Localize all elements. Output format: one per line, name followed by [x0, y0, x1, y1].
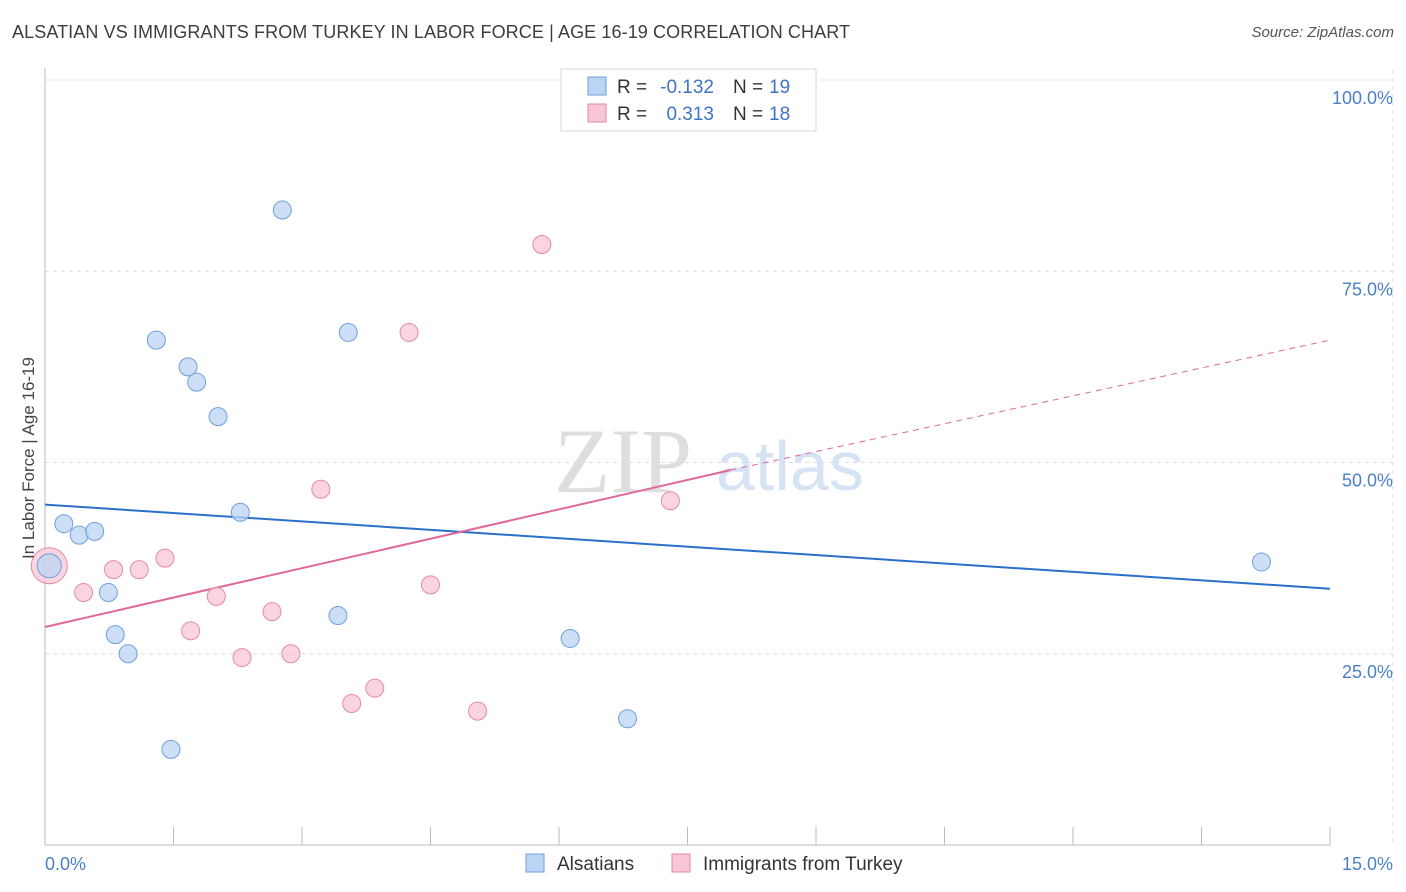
grid-lines — [45, 70, 1394, 845]
data-points — [30, 200, 1271, 759]
y-tick-label-100: 100.0% — [1332, 88, 1393, 108]
legend-r-label-2: R = — [617, 104, 647, 125]
legend-n-label-2: N = — [733, 104, 763, 125]
point-alsatians-17 — [618, 709, 638, 729]
trend-lines — [44, 339, 1331, 628]
point-turkey-7 — [232, 648, 252, 668]
source-label: Source: ZipAtlas.com — [1251, 24, 1394, 41]
point-turkey-3 — [129, 560, 149, 580]
bottom-legend: Alsatians Immigrants from Turkey — [525, 853, 903, 875]
point-turkey-4 — [155, 548, 175, 568]
point-alsatians-4 — [98, 583, 118, 603]
legend-swatch-alsatians — [587, 76, 607, 96]
point-turkey-8 — [262, 602, 282, 622]
point-alsatians-5 — [105, 625, 125, 645]
point-turkey-12 — [365, 678, 385, 698]
point-alsatians-14 — [328, 606, 348, 625]
point-turkey-5 — [181, 621, 201, 641]
point-alsatians-18 — [1251, 552, 1271, 572]
point-turkey-11 — [342, 693, 362, 713]
point-alsatians-11 — [208, 407, 228, 427]
point-turkey-14 — [421, 575, 440, 595]
legend-r-label-1: R = — [617, 77, 647, 98]
point-alsatians-7 — [146, 330, 166, 350]
x-tick-label-min: 0.0% — [45, 854, 86, 874]
legend: R = -0.132 N = 19 R = 0.313 N = 18 — [560, 68, 817, 132]
bottom-legend-turkey: Immigrants from Turkey — [703, 854, 903, 875]
point-alsatians-9 — [178, 357, 198, 377]
chart-title: ALSATIAN VS IMMIGRANTS FROM TURKEY IN LA… — [12, 22, 851, 42]
y-tick-label-25: 25.0% — [1342, 662, 1393, 682]
bottom-legend-swatch-turkey — [671, 853, 691, 873]
y-tick-label-75: 75.0% — [1342, 279, 1393, 299]
point-turkey-17 — [660, 491, 680, 511]
point-alsatians-10 — [187, 372, 207, 392]
point-turkey-13 — [399, 322, 419, 342]
legend-swatch-turkey — [587, 103, 607, 123]
legend-r-value-2: 0.313 — [666, 104, 714, 125]
watermark: ZIP atlas — [554, 410, 864, 512]
point-alsatians-12 — [230, 502, 250, 522]
tick-labels: 25.0% 50.0% 75.0% 100.0% 0.0% 15.0% — [45, 88, 1393, 874]
legend-r-value-1: -0.132 — [660, 77, 714, 98]
trend-line-turkey — [44, 469, 731, 628]
point-alsatians-15 — [338, 322, 358, 342]
point-alsatians-0 — [36, 553, 62, 579]
point-alsatians-6 — [118, 644, 138, 664]
point-turkey-15 — [468, 701, 488, 721]
point-turkey-2 — [104, 560, 124, 580]
trend-line-turkey-extrapolated — [730, 339, 1331, 471]
point-alsatians-16 — [560, 628, 580, 648]
legend-n-label-1: N = — [733, 77, 763, 98]
point-turkey-9 — [281, 644, 301, 664]
point-alsatians-1 — [54, 514, 74, 534]
y-axis-title: In Labor Force | Age 16-19 — [19, 357, 38, 559]
trend-line-alsatians — [44, 503, 1331, 590]
point-alsatians-13 — [272, 200, 292, 220]
x-tick-label-max: 15.0% — [1342, 854, 1393, 874]
axes — [44, 68, 1331, 846]
watermark-atlas: atlas — [716, 427, 864, 505]
point-turkey-10 — [311, 479, 331, 499]
bottom-legend-swatch-alsatians — [525, 853, 545, 873]
point-turkey-6 — [206, 586, 226, 606]
bottom-legend-alsatians: Alsatians — [557, 854, 634, 875]
point-turkey-1 — [74, 583, 94, 603]
y-tick-label-50: 50.0% — [1342, 471, 1393, 491]
point-alsatians-8 — [161, 739, 181, 759]
point-alsatians-3 — [85, 521, 105, 541]
point-turkey-16 — [532, 234, 552, 254]
legend-n-value-2: 18 — [769, 104, 790, 125]
legend-n-value-1: 19 — [769, 77, 790, 98]
